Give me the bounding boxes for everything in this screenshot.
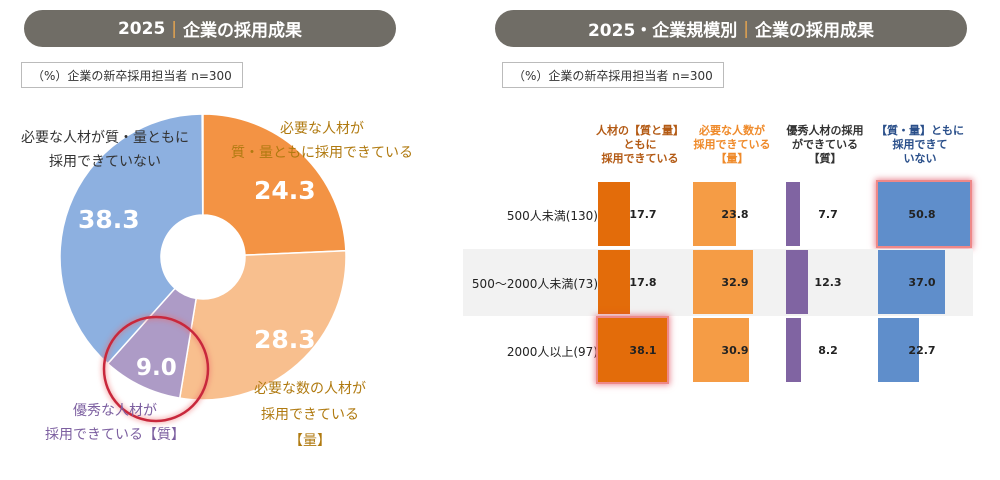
label-line: 必要な人材が質・量ともに (21, 130, 189, 146)
bar-value-label: 7.7 (818, 208, 838, 221)
header-line: 採用できている (601, 152, 679, 165)
bar-0-1 (693, 182, 737, 246)
right-chart-title: 2025・企業規模別 | 企業の採用成果 (495, 10, 967, 47)
pie-label-1: 必要な数の人材が 採用できている 【量】 (230, 376, 390, 454)
title-text: 企業の採用成果 (755, 21, 875, 41)
bar-1-0 (598, 250, 631, 314)
pie-value-0: 24.3 (254, 176, 316, 205)
bar-2-2 (786, 318, 801, 382)
header-line: 人材の【質と量】 (596, 124, 684, 137)
pie-slice-0 (202, 113, 347, 256)
pie-slice-3 (59, 113, 204, 365)
highlight-circle (102, 315, 210, 423)
bar-value-label: 32.9 (721, 276, 749, 289)
bar-value-label: 23.8 (721, 208, 749, 221)
table-row: 2000人以上(97) (463, 317, 973, 384)
bar-0-3 (878, 182, 971, 246)
label-line: 必要な人材が (280, 121, 364, 137)
bar-0-2 (786, 182, 800, 246)
bar-1-3 (878, 250, 946, 314)
label-line: 採用できていない (49, 154, 161, 170)
header-line: 優秀人材の採用 (786, 124, 864, 137)
bar-value-label: 22.7 (908, 344, 936, 357)
bar-2-1 (693, 318, 750, 382)
bar-1-1 (693, 250, 753, 314)
column-header-1: 必要な人数が 採用できている 【量】 (682, 124, 782, 166)
label-line: 採用できている (261, 407, 359, 423)
left-note: （%）企業の新卒採用担当者 n=300 (21, 62, 243, 88)
header-line: いない (903, 152, 937, 165)
header-line: 【量】 (715, 152, 749, 165)
header-line: ができている (792, 138, 858, 151)
label-line: 質・量ともに採用できている (231, 145, 413, 161)
bar-value-label: 17.7 (629, 208, 657, 221)
label-line: 必要な数の人材が (254, 381, 366, 397)
bar-1-2 (786, 250, 809, 314)
label-line: 採用できている【質】 (45, 427, 185, 443)
left-chart-title: 2025 | 企業の採用成果 (24, 10, 396, 47)
pie-value-3: 38.3 (78, 205, 140, 234)
bar-value-label: 37.0 (908, 276, 936, 289)
bar-value-label: 8.2 (818, 344, 838, 357)
pie-value-2: 9.0 (136, 355, 177, 381)
header-line: 採用できている (693, 138, 771, 151)
bar-0-0 (598, 182, 631, 246)
bar-2-0 (598, 318, 668, 382)
label-line: 優秀な人材が (73, 403, 157, 419)
row-label: 500～2000人未満(73) (471, 277, 598, 291)
row-label: 2000人以上(97) (506, 345, 598, 359)
title-text: 企業の採用成果 (183, 21, 303, 41)
pie-label-3: 必要な人材が質・量ともに 採用できていない (5, 126, 205, 174)
header-line: 採用できて (892, 138, 948, 151)
title-year: 2025・企業規模別 (587, 21, 738, 41)
pie-value-1: 28.3 (254, 325, 316, 354)
header-line: 必要な人数が (699, 124, 765, 137)
row-label: 500人未満(130) (506, 209, 598, 223)
title-year: 2025 (117, 18, 166, 39)
header-line: 【質】 (808, 152, 842, 165)
right-note: （%）企業の新卒採用担当者 n=300 (502, 62, 724, 88)
column-header-0: 人材の【質と量】 ともに 採用できている (590, 124, 690, 166)
bar-2-3 (878, 318, 920, 382)
pie-slice-1 (178, 249, 347, 401)
bar-value-label: 17.8 (629, 276, 657, 289)
table-row: 500人未満(130) (463, 181, 973, 248)
column-header-3: 【質・量】ともに 採用できて いない (870, 124, 970, 166)
bar-value-label: 12.3 (814, 276, 842, 289)
pie-chart (59, 113, 347, 423)
bar-value-label: 30.9 (721, 344, 749, 357)
header-line: ともに (623, 138, 657, 151)
pie-label-0: 必要な人材が質・量ともに採用できている (222, 117, 422, 165)
label-line: 【量】 (289, 433, 331, 449)
column-header-2: 優秀人材の採用 ができている 【質】 (775, 124, 875, 166)
bar-value-label: 50.8 (908, 208, 936, 221)
pie-label-2: 優秀な人材が採用できている【質】 (30, 399, 200, 447)
header-line: 【質・量】ともに (876, 124, 964, 137)
bar-value-label: 38.1 (629, 344, 657, 357)
